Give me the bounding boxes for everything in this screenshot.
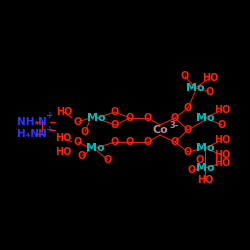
Text: HO: HO	[197, 175, 213, 185]
Text: O: O	[74, 117, 82, 127]
Text: O: O	[126, 113, 134, 123]
Text: N: N	[38, 129, 46, 139]
Text: Mo: Mo	[196, 143, 214, 153]
Text: O: O	[171, 113, 179, 123]
Text: O: O	[144, 137, 152, 147]
Text: HO: HO	[56, 107, 72, 117]
Text: HO: HO	[214, 150, 230, 160]
Text: O: O	[111, 137, 119, 147]
Text: Mo: Mo	[186, 83, 204, 93]
Text: N: N	[38, 117, 46, 127]
Text: Co: Co	[152, 125, 168, 135]
Text: HO: HO	[202, 73, 218, 83]
Text: O: O	[184, 147, 192, 157]
Text: Mo: Mo	[196, 113, 214, 123]
Text: HO: HO	[55, 133, 71, 143]
Text: O: O	[171, 137, 179, 147]
Text: Mo: Mo	[87, 113, 105, 123]
Text: O: O	[126, 137, 134, 147]
Text: NH₄: NH₄	[17, 117, 39, 127]
Text: H₄N: H₄N	[17, 129, 39, 139]
Text: O: O	[184, 103, 192, 113]
Text: O: O	[78, 151, 86, 161]
Text: HO: HO	[55, 147, 71, 157]
Text: O: O	[206, 87, 214, 97]
Text: HO: HO	[214, 135, 230, 145]
Text: Mo: Mo	[196, 163, 214, 173]
Text: O: O	[218, 120, 226, 130]
Text: O: O	[184, 125, 192, 135]
Text: O: O	[196, 155, 204, 165]
Text: O: O	[111, 107, 119, 117]
Text: O: O	[188, 165, 196, 175]
Text: +: +	[46, 126, 54, 134]
Text: Mo: Mo	[86, 143, 104, 153]
Text: HO: HO	[214, 158, 230, 168]
Text: O: O	[111, 120, 119, 130]
Text: O: O	[181, 71, 189, 81]
Text: O: O	[144, 113, 152, 123]
Text: O: O	[74, 137, 82, 147]
Text: 3-: 3-	[169, 120, 179, 130]
Text: +: +	[46, 112, 54, 120]
Text: O: O	[104, 155, 112, 165]
Text: HO: HO	[214, 105, 230, 115]
Text: O: O	[81, 127, 89, 137]
